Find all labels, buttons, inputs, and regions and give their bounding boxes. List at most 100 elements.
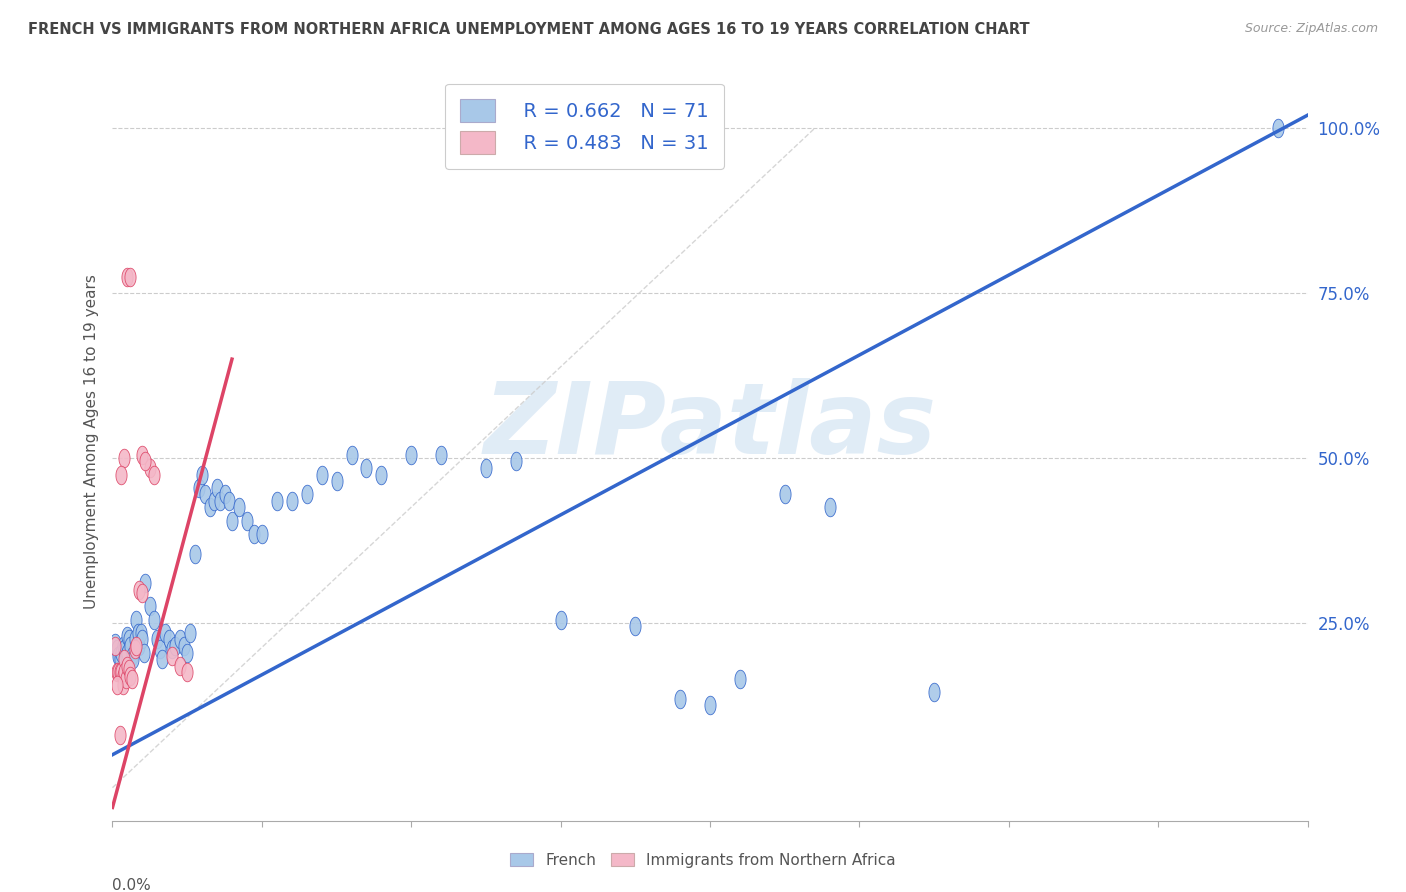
Text: FRENCH VS IMMIGRANTS FROM NORTHERN AFRICA UNEMPLOYMENT AMONG AGES 16 TO 19 YEARS: FRENCH VS IMMIGRANTS FROM NORTHERN AFRIC… xyxy=(28,22,1029,37)
Point xyxy=(150,652,173,666)
Point xyxy=(311,467,333,482)
Point xyxy=(114,665,135,680)
Point xyxy=(153,625,176,640)
Point xyxy=(728,672,751,686)
Text: ZIPatlas: ZIPatlas xyxy=(484,378,936,475)
Point xyxy=(624,619,647,633)
Point xyxy=(104,635,127,649)
Point xyxy=(105,678,128,692)
Point xyxy=(818,500,841,515)
Point xyxy=(162,642,183,657)
Legend: French, Immigrants from Northern Africa: French, Immigrants from Northern Africa xyxy=(502,845,904,875)
Point xyxy=(122,652,145,666)
Point xyxy=(194,487,217,501)
Point xyxy=(128,639,150,653)
Point xyxy=(430,448,453,462)
Point xyxy=(108,665,131,680)
Point xyxy=(1267,121,1289,136)
Point xyxy=(128,582,150,597)
Point xyxy=(117,646,139,660)
Text: 0.0%: 0.0% xyxy=(112,878,152,892)
Point xyxy=(165,639,187,653)
Point xyxy=(176,665,198,680)
Point xyxy=(118,662,141,676)
Point xyxy=(266,494,288,508)
Point xyxy=(149,642,172,657)
Point xyxy=(125,639,148,653)
Point xyxy=(131,586,153,600)
Point xyxy=(129,625,152,640)
Point xyxy=(202,494,225,508)
Point xyxy=(205,481,228,495)
Point xyxy=(550,613,572,627)
Point xyxy=(104,639,127,653)
Point xyxy=(236,514,259,528)
Point xyxy=(108,728,131,742)
Point xyxy=(110,646,132,660)
Point xyxy=(111,678,134,692)
Point xyxy=(169,658,191,673)
Point xyxy=(505,454,527,468)
Point xyxy=(401,448,423,462)
Text: Source: ZipAtlas.com: Source: ZipAtlas.com xyxy=(1244,22,1378,36)
Point xyxy=(173,639,195,653)
Point xyxy=(117,629,139,643)
Point xyxy=(179,625,201,640)
Point xyxy=(131,632,153,647)
Point xyxy=(115,672,138,686)
Point xyxy=(125,613,148,627)
Point xyxy=(108,652,131,666)
Point xyxy=(139,599,162,614)
Point xyxy=(120,668,142,682)
Point xyxy=(475,461,498,475)
Point xyxy=(188,481,211,495)
Point xyxy=(699,698,721,713)
Point xyxy=(198,500,221,515)
Point xyxy=(105,642,128,657)
Point xyxy=(191,467,214,482)
Point xyxy=(134,454,156,468)
Point xyxy=(169,632,191,647)
Point xyxy=(110,467,132,482)
Point xyxy=(221,514,243,528)
Point xyxy=(118,632,141,647)
Point xyxy=(295,487,318,501)
Point xyxy=(107,665,129,680)
Point xyxy=(281,494,304,508)
Point xyxy=(243,526,266,541)
Legend:   R = 0.662   N = 71,   R = 0.483   N = 31: R = 0.662 N = 71, R = 0.483 N = 31 xyxy=(444,84,724,169)
Point xyxy=(115,648,138,663)
Point xyxy=(111,639,134,653)
Point xyxy=(117,658,139,673)
Point xyxy=(922,685,945,699)
Point xyxy=(162,648,183,663)
Point xyxy=(124,642,146,657)
Point xyxy=(157,632,180,647)
Point xyxy=(132,646,155,660)
Point xyxy=(176,646,198,660)
Point xyxy=(183,547,205,561)
Point xyxy=(114,652,135,666)
Point xyxy=(127,625,149,640)
Point xyxy=(131,448,153,462)
Point xyxy=(139,461,162,475)
Point xyxy=(340,448,363,462)
Point xyxy=(773,487,796,501)
Point xyxy=(669,691,692,706)
Point xyxy=(105,665,128,680)
Point xyxy=(325,474,347,488)
Point xyxy=(111,668,134,682)
Point xyxy=(214,487,236,501)
Point xyxy=(209,494,232,508)
Point xyxy=(124,632,146,647)
Point xyxy=(121,648,143,663)
Y-axis label: Unemployment Among Ages 16 to 19 years: Unemployment Among Ages 16 to 19 years xyxy=(83,274,98,609)
Point xyxy=(143,467,166,482)
Point xyxy=(356,461,378,475)
Point xyxy=(121,672,143,686)
Point xyxy=(117,269,139,284)
Point xyxy=(120,269,142,284)
Point xyxy=(218,494,240,508)
Point xyxy=(143,613,166,627)
Point xyxy=(110,665,132,680)
